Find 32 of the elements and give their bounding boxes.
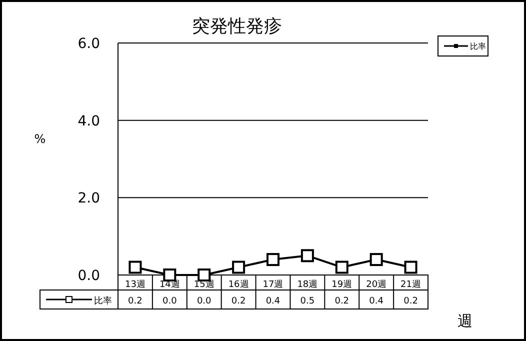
x-tick-label: 19週 xyxy=(332,279,352,290)
x-tick-label: 18週 xyxy=(297,279,318,290)
data-label: 0.0 xyxy=(196,296,212,306)
data-label: 0.4 xyxy=(369,296,384,306)
point xyxy=(404,260,418,274)
data-label: 0.2 xyxy=(231,296,246,306)
point xyxy=(232,260,246,274)
x-tick-label: 16週 xyxy=(228,279,249,290)
x-tick-label: 17週 xyxy=(262,279,284,290)
point xyxy=(335,260,348,274)
data-label: 0.2 xyxy=(128,296,142,306)
data-label: 0.0 xyxy=(162,296,178,306)
x-tick-label: 13週 xyxy=(124,279,146,290)
y-axis-title: % xyxy=(34,132,46,146)
x-tick-label: 20週 xyxy=(366,279,387,290)
data-label: 0.2 xyxy=(334,296,350,306)
chart-title: 突発性発疹 xyxy=(192,16,282,37)
y-tick-label: 4.0 xyxy=(78,113,100,130)
x-tick-label: 21週 xyxy=(400,279,422,290)
y-tick-label: 0.0 xyxy=(78,268,100,284)
y-tick-label: 2.0 xyxy=(78,190,100,207)
data-label: 0.2 xyxy=(404,296,418,306)
data-label: 0.4 xyxy=(266,296,280,306)
data-label: 0.5 xyxy=(300,296,315,306)
point xyxy=(266,253,280,266)
point xyxy=(300,249,314,262)
x-axis-title: 週 xyxy=(458,312,472,330)
point xyxy=(128,260,142,274)
legend-label: 比率 xyxy=(470,42,486,51)
y-tick-label: 6.0 xyxy=(78,36,100,52)
point xyxy=(370,253,383,266)
text: 比率 xyxy=(94,296,112,306)
